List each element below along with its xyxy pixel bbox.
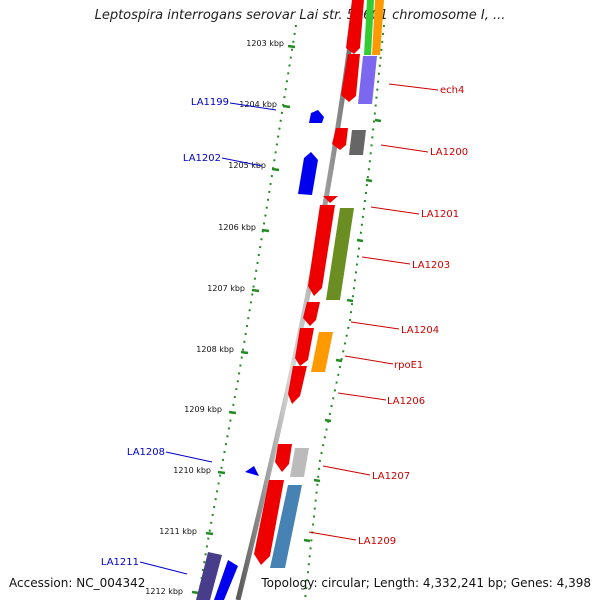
gene-label-la1204[interactable]: LA1204: [401, 325, 439, 336]
gene-arrow-la1199[interactable]: [309, 110, 324, 123]
gene-arrow-la1204[interactable]: [303, 302, 320, 326]
gene-arrow-la1208[interactable]: [245, 466, 259, 476]
gene-label-la1203[interactable]: LA1203: [412, 260, 450, 271]
gene-label-la1207[interactable]: LA1207: [372, 471, 410, 482]
gene-label-rpoe1[interactable]: rpoE1: [394, 360, 423, 371]
gene-arrow-top-green[interactable]: [364, 0, 374, 55]
ruler-label-1203: 1203 kbp: [246, 39, 284, 48]
gene-label-ech4[interactable]: ech4: [440, 85, 464, 96]
leader-lines: [139, 83, 439, 575]
ruler-label-1208: 1208 kbp: [196, 345, 234, 354]
gene-label-la1201[interactable]: LA1201: [421, 209, 459, 220]
gene-arrow-top-orange[interactable]: [372, 0, 384, 55]
forward-genes: [196, 110, 324, 600]
gene-arrow-small-red[interactable]: [323, 196, 338, 203]
ruler-label-1207: 1207 kbp: [207, 284, 245, 293]
topology-text: Topology: circular; Length: 4,332,241 bp…: [261, 576, 591, 590]
gene-arrow-rpoe1[interactable]: [311, 332, 333, 372]
gene-arrow-ech4[interactable]: [358, 56, 377, 104]
ruler-label-1212: 1212 kbp: [145, 587, 183, 596]
ruler-label-1209: 1209 kbp: [184, 405, 222, 414]
gene-arrow-la1202[interactable]: [298, 152, 318, 195]
gene-arrow-la1209[interactable]: [270, 485, 302, 568]
outer-ticks: [303, 118, 382, 543]
ruler-label-1205: 1205 kbp: [228, 161, 266, 170]
gene-arrow-la1207-red[interactable]: [275, 444, 292, 472]
gene-arrow-la1203[interactable]: [326, 208, 354, 300]
gene-arrow-la1201-red[interactable]: [308, 205, 335, 296]
gene-arrow-la1211[interactable]: [214, 560, 238, 600]
gene-label-la1200[interactable]: LA1200: [430, 147, 468, 158]
gene-label-la1209[interactable]: LA1209: [358, 536, 396, 547]
ruler-label-1204: 1204 kbp: [239, 100, 277, 109]
map-title: Leptospira interrogans serovar Lai str. …: [94, 8, 506, 23]
gene-arrow-ech4-red[interactable]: [341, 54, 360, 102]
reverse-genes: [254, 0, 384, 568]
gene-arrow-top-red[interactable]: [346, 0, 364, 54]
accession-text: Accession: NC_004342: [9, 576, 146, 590]
gene-arrow-la1211-purple[interactable]: [196, 552, 222, 600]
gene-label-la1208[interactable]: LA1208: [127, 447, 165, 458]
outer-ring: [304, 24, 385, 600]
gene-arrow-la1206[interactable]: [288, 366, 307, 404]
gene-label-la1199[interactable]: LA1199: [191, 97, 229, 108]
gene-label-la1211[interactable]: LA1211: [101, 557, 139, 568]
gene-arrow-la1200-red[interactable]: [332, 128, 348, 150]
gene-arrow-la1209-red[interactable]: [254, 480, 284, 565]
gene-label-la1202[interactable]: LA1202: [183, 153, 221, 164]
gene-arrow-la1207[interactable]: [290, 448, 309, 477]
gene-arrow-la1200[interactable]: [349, 130, 366, 155]
gene-label-la1206[interactable]: LA1206: [387, 396, 425, 407]
ruler-label-1210: 1210 kbp: [173, 466, 211, 475]
ruler-label-1211: 1211 kbp: [159, 527, 197, 536]
gene-arrow-la1206-red-a[interactable]: [295, 328, 314, 366]
inner-ring: [197, 24, 297, 600]
ruler-label-1206: 1206 kbp: [218, 223, 256, 232]
